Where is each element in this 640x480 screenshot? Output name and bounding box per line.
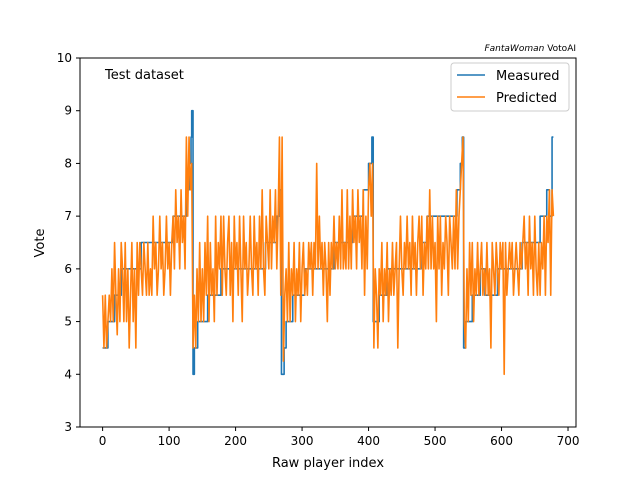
legend-label-predicted: Predicted xyxy=(496,91,557,106)
series-layer xyxy=(101,109,555,376)
y-tick-label: 3 xyxy=(64,420,72,434)
x-tick-label: 600 xyxy=(490,434,513,448)
y-tick-label: 10 xyxy=(57,51,72,65)
x-tick-label: 500 xyxy=(424,434,447,448)
ticks-layer: 0 100 200 300 400 500 600 700 3 4 5 6 7 8 9 10 xyxy=(57,51,580,448)
y-tick-label: 5 xyxy=(64,315,72,329)
y-tick-label: 8 xyxy=(64,156,72,170)
x-axis-label: Raw player index xyxy=(272,456,384,471)
legend: Measured Predicted xyxy=(450,62,570,112)
plot-frame xyxy=(79,57,577,428)
series-line-predicted xyxy=(101,136,555,376)
y-tick-label: 9 xyxy=(64,104,72,118)
x-tick-label: 200 xyxy=(224,434,247,448)
y-tick-label: 6 xyxy=(64,262,72,276)
chart-annotation: Test dataset xyxy=(104,68,184,83)
x-tick-label: 400 xyxy=(357,434,380,448)
x-tick-label: 0 xyxy=(99,434,107,448)
plot-area: 0 100 200 300 400 500 600 700 3 4 5 6 7 8 9 10 xyxy=(57,51,580,448)
watermark: FantaWoman VotoAI xyxy=(484,44,576,54)
legend-label-measured: Measured xyxy=(496,69,560,84)
y-tick-label: 4 xyxy=(64,367,72,381)
y-axis-label: Vote xyxy=(33,229,48,258)
x-tick-label: 700 xyxy=(557,434,580,448)
x-tick-label: 300 xyxy=(291,434,314,448)
watermark-normal: VotoAI xyxy=(544,44,576,54)
watermark-italic: FantaWoman xyxy=(484,44,544,54)
y-tick-label: 7 xyxy=(64,209,72,223)
x-tick-label: 100 xyxy=(158,434,181,448)
